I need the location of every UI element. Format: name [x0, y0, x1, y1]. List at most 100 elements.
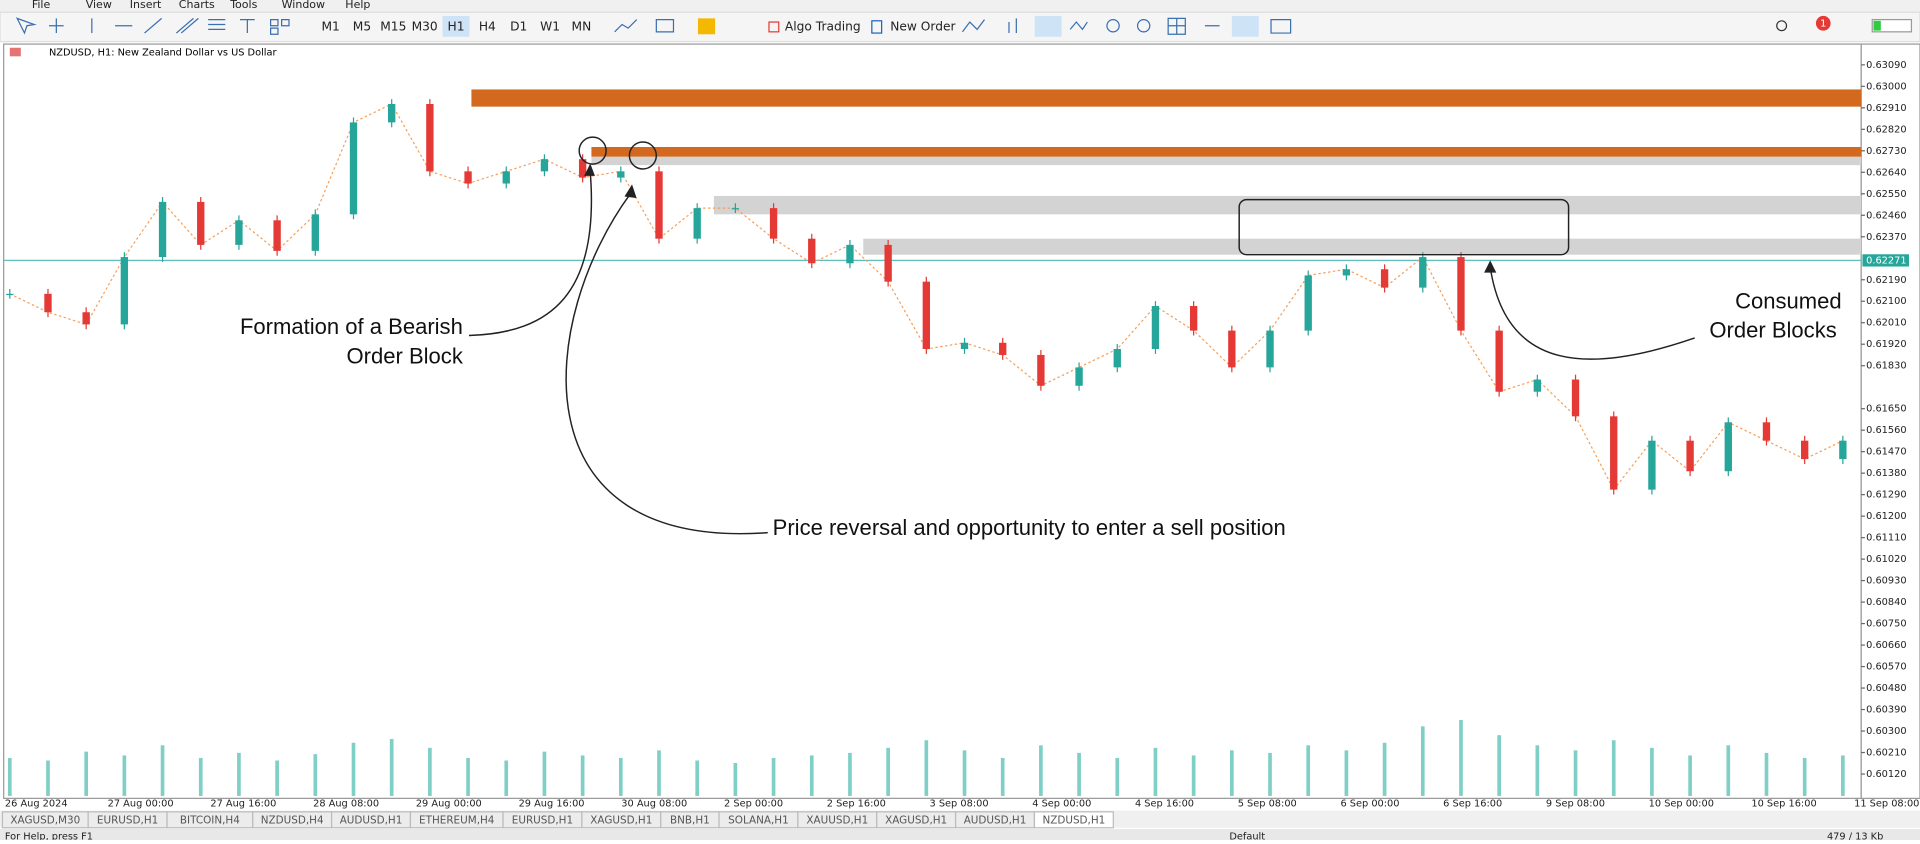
x-tick-label: 10 Sep 00:00 — [1649, 798, 1714, 809]
candle-body — [426, 104, 434, 172]
timeframe-button[interactable]: M30 — [412, 19, 438, 33]
volume-bar — [1115, 757, 1120, 796]
volume-bar — [198, 757, 203, 796]
candle-body — [1686, 440, 1694, 472]
x-tick-label: 29 Aug 16:00 — [519, 798, 585, 809]
timeframe-button[interactable]: M1 — [321, 19, 339, 33]
signal-level — [1873, 20, 1881, 31]
volume-bar — [7, 757, 12, 796]
candle-body — [1762, 422, 1771, 441]
candle-body — [197, 201, 205, 245]
order-icon — [871, 20, 883, 34]
candle-body — [1189, 306, 1198, 331]
candle-body — [120, 257, 129, 325]
tile-button[interactable] — [1167, 17, 1186, 35]
screenshot-button[interactable] — [1270, 18, 1292, 34]
fibo-tool[interactable] — [208, 18, 226, 30]
y-tick-label: 0.61920 — [1866, 339, 1906, 350]
signals-button[interactable] — [961, 19, 985, 33]
order-block-zone — [591, 156, 1862, 166]
y-tick-label: 0.62730 — [1866, 146, 1906, 157]
candle-body — [235, 220, 243, 245]
x-tick-label: 29 Aug 00:00 — [416, 798, 482, 809]
zoom-out[interactable] — [1136, 18, 1151, 33]
menu-item[interactable]: Charts — [179, 0, 215, 11]
signal-meter — [1871, 18, 1913, 33]
x-tick-label: 2 Sep 16:00 — [827, 798, 886, 809]
line-chart-button[interactable] — [1069, 21, 1088, 31]
timeframe-button[interactable]: H4 — [479, 19, 496, 33]
timeframe-button[interactable]: W1 — [540, 19, 560, 33]
arrow — [1489, 266, 1695, 360]
volume-bar — [1191, 755, 1196, 796]
crosshair-tool[interactable] — [48, 18, 64, 34]
volume-bar — [389, 738, 394, 796]
new-order-label: New Order — [890, 19, 956, 33]
status-bar — [0, 828, 1920, 840]
y-tick-label: 0.60120 — [1866, 769, 1906, 780]
trendline-tool[interactable] — [144, 17, 163, 34]
notification-badge[interactable] — [1815, 15, 1831, 31]
x-tick-label: 26 Aug 2024 — [5, 798, 68, 809]
templates-button[interactable] — [655, 18, 675, 33]
indicators-button[interactable] — [614, 19, 638, 33]
cursor-tool[interactable] — [15, 17, 37, 35]
volume-bar — [313, 754, 318, 796]
dollar-icon[interactable] — [697, 18, 716, 35]
timeframe-button[interactable]: H1 — [448, 19, 465, 33]
y-tick-label: 0.61020 — [1866, 554, 1906, 565]
bar-chart-button[interactable] — [1008, 18, 1017, 34]
y-tick-label: 0.60390 — [1866, 705, 1906, 716]
circle-marker — [628, 141, 658, 170]
y-tick-label: 0.61380 — [1866, 468, 1906, 479]
timeframe-button[interactable]: M5 — [353, 19, 371, 33]
y-tick-label: 0.60930 — [1866, 576, 1906, 587]
candle-body — [846, 244, 854, 264]
volume-bar — [924, 740, 929, 796]
y-tick-label: 0.61830 — [1866, 361, 1906, 372]
candle-body — [731, 208, 740, 210]
y-tick-label: 0.60210 — [1866, 748, 1906, 759]
candle-body — [1113, 348, 1121, 368]
menu-item[interactable]: Help — [345, 0, 370, 11]
shapes-tool[interactable] — [270, 18, 290, 35]
volume-bar — [1688, 755, 1692, 796]
tab-label: AUDUSD,H1 — [964, 814, 1027, 826]
y-tick-label: 0.60660 — [1866, 640, 1906, 651]
candle-body — [960, 342, 969, 349]
candle-body — [1342, 269, 1351, 276]
algo-trading-label: Algo Trading — [785, 19, 861, 33]
status-traffic: 479 / 13 Kb — [1827, 831, 1883, 840]
y-tick-label: 0.60840 — [1866, 597, 1906, 608]
candle-body — [388, 104, 396, 123]
menu-item[interactable]: Tools — [229, 0, 257, 11]
tab-active[interactable] — [1033, 811, 1114, 829]
candle-body — [884, 244, 892, 282]
menu-item[interactable]: Insert — [130, 0, 162, 11]
autoscroll-active[interactable] — [1231, 15, 1259, 37]
candle-body — [693, 208, 701, 239]
candle-body — [1151, 306, 1160, 349]
volume-bar — [771, 757, 776, 796]
timeframe-button[interactable]: D1 — [510, 19, 527, 33]
tab-label: XAGUSD,H1 — [590, 814, 652, 826]
menu-item[interactable]: View — [86, 0, 112, 11]
candle-body — [1228, 330, 1236, 368]
timeframe-button[interactable]: MN — [572, 19, 592, 33]
timeframe-button[interactable]: M15 — [380, 19, 406, 33]
search-icon — [1776, 20, 1788, 32]
y-tick-label: 0.62100 — [1866, 296, 1906, 307]
menu-item[interactable]: Window — [282, 0, 325, 11]
y-tick-label: 0.61110 — [1866, 533, 1906, 544]
x-tick-label: 4 Sep 16:00 — [1135, 798, 1194, 809]
volume-bar — [886, 747, 890, 796]
zoom-in[interactable] — [1106, 18, 1120, 33]
text-tool[interactable] — [240, 18, 255, 34]
candles-button-active[interactable] — [1034, 15, 1062, 37]
volume-bar — [1230, 750, 1234, 796]
candle-body — [1419, 257, 1427, 288]
volume-bar — [428, 747, 432, 796]
tab-label: NZDUSD,H1 — [1042, 814, 1105, 826]
channel-tool[interactable] — [175, 17, 199, 34]
menu-item[interactable]: File — [32, 0, 51, 11]
